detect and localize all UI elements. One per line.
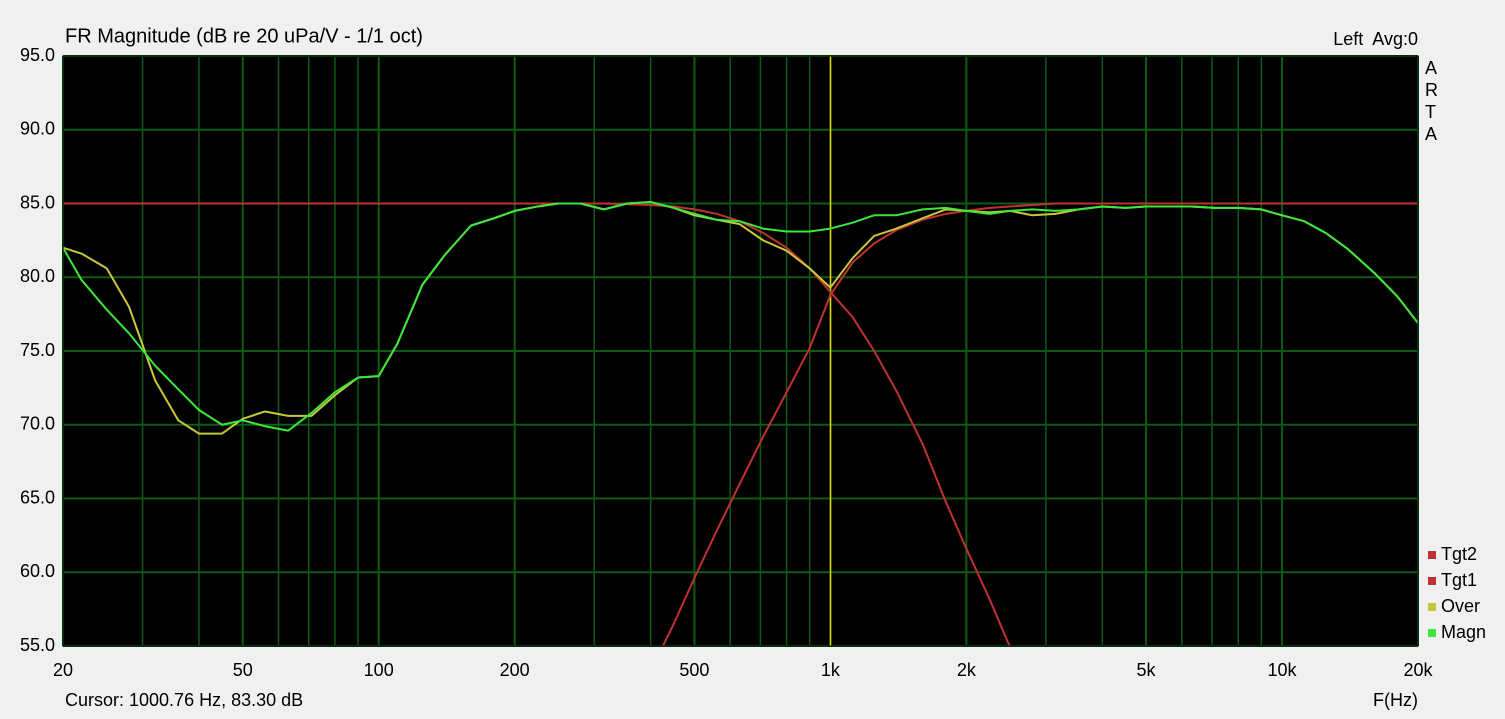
x-tick-label: 20 [53,660,73,680]
channel-label: Left Avg:0 [1333,29,1418,49]
legend-label: Tgt1 [1441,570,1477,590]
legend-label: Tgt2 [1441,544,1477,564]
y-tick-label: 95.0 [20,45,55,65]
legend-swatch [1428,603,1436,611]
series-line [63,201,1418,432]
legend-label: Over [1441,596,1480,616]
x-axis-label: F(Hz) [1373,690,1418,710]
x-tick-label: 200 [500,660,530,680]
y-tick-label: 80.0 [20,266,55,286]
x-tick-label: 20k [1403,660,1433,680]
y-tick-label: 65.0 [20,487,55,507]
y-tick-label: 75.0 [20,340,55,360]
y-tick-label: 70.0 [20,414,55,434]
y-tick-label: 85.0 [20,192,55,212]
y-tick-label: 55.0 [20,635,55,655]
cursor-readout: Cursor: 1000.76 Hz, 83.30 dB [65,690,303,710]
side-label: ARTA [1425,58,1438,144]
series-layer [63,201,1418,646]
y-tick-label: 90.0 [20,119,55,139]
plot-border [62,55,1419,647]
x-tick-label: 1k [821,660,841,680]
series-line [661,202,1418,646]
legend-label: Magn [1441,622,1486,642]
x-tick-label: 5k [1137,660,1157,680]
x-tick-label: 500 [679,660,709,680]
x-tick-label: 100 [364,660,394,680]
legend-swatch [1428,629,1436,637]
y-tick-label: 60.0 [20,561,55,581]
legend-swatch [1428,551,1436,559]
x-tick-label: 2k [957,660,977,680]
chart-title: FR Magnitude (dB re 20 uPa/V - 1/1 oct) [65,25,423,47]
series-line [63,202,1011,646]
x-tick-label: 10k [1268,660,1298,680]
legend-swatch [1428,577,1436,585]
x-tick-label: 50 [233,660,253,680]
